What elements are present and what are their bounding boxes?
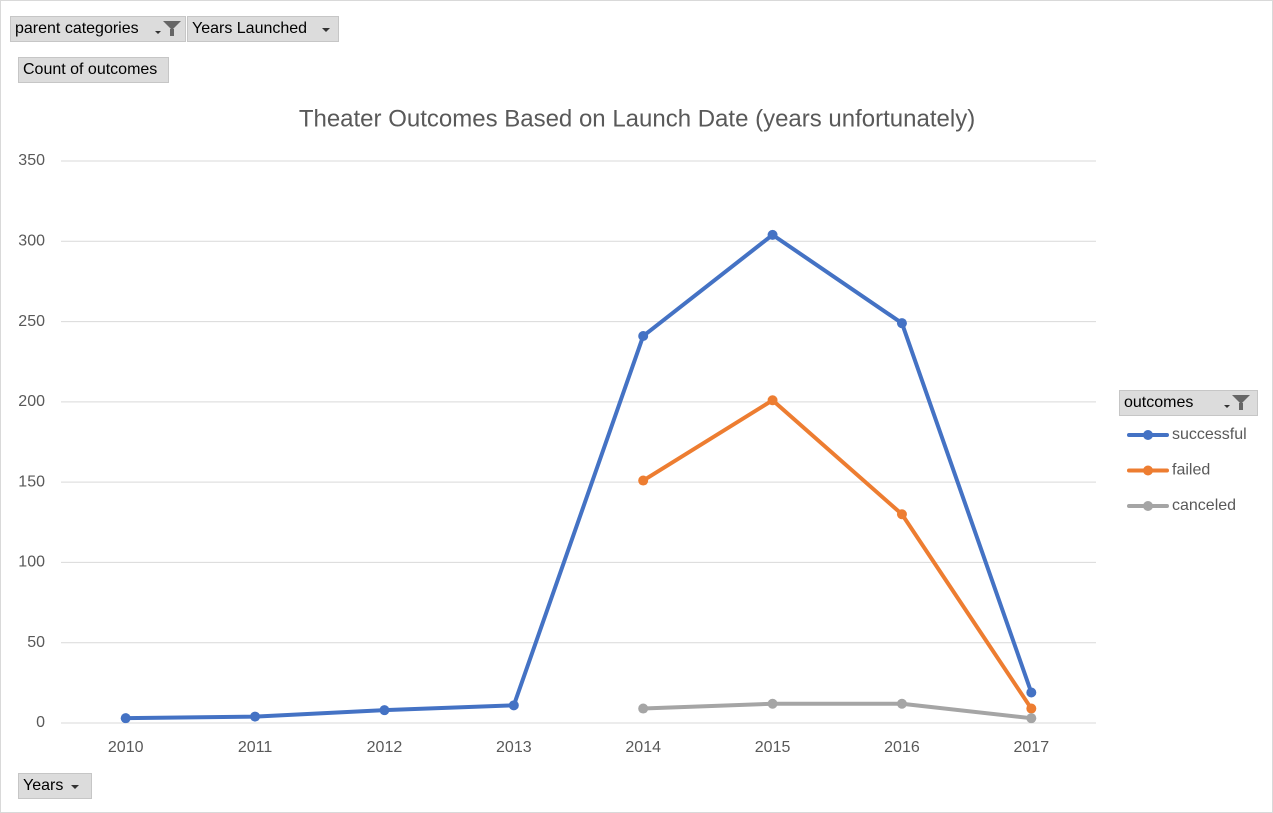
data-point bbox=[767, 229, 778, 240]
x-tick-label: 2017 bbox=[1014, 739, 1050, 756]
series-line bbox=[123, 232, 1034, 721]
data-point bbox=[250, 711, 261, 722]
legend-label: successful bbox=[1172, 426, 1247, 443]
y-tick-label: 200 bbox=[18, 393, 45, 410]
data-point bbox=[638, 475, 649, 486]
data-point bbox=[1026, 687, 1037, 698]
x-tick-label: 2014 bbox=[625, 739, 661, 756]
x-tick-label: 2011 bbox=[238, 739, 273, 756]
legend-label: failed bbox=[1172, 462, 1210, 479]
legend-label: canceled bbox=[1172, 497, 1236, 514]
legend-marker bbox=[1143, 430, 1153, 440]
dropdown-arrow bbox=[322, 28, 330, 32]
y-tick-label: 150 bbox=[18, 473, 45, 490]
x-tick-label: 2012 bbox=[367, 739, 403, 756]
data-point bbox=[379, 705, 390, 716]
legend-marker bbox=[1143, 501, 1153, 511]
filter-icon bbox=[1239, 403, 1243, 410]
values-label: Count of outcomes bbox=[23, 61, 158, 78]
x-tick-label: 2015 bbox=[755, 739, 791, 756]
filter-button[interactable]: parent categories bbox=[10, 16, 186, 42]
y-tick-label: 0 bbox=[36, 714, 45, 731]
data-point bbox=[638, 331, 649, 342]
filter-label: parent categories bbox=[15, 20, 139, 37]
data-point bbox=[1026, 703, 1037, 714]
x-tick-label: 2016 bbox=[884, 739, 920, 756]
data-point bbox=[896, 509, 907, 520]
y-tick-label: 350 bbox=[18, 152, 45, 169]
dropdown-arrow bbox=[71, 785, 79, 789]
data-point bbox=[508, 700, 519, 711]
legend-marker bbox=[1143, 465, 1153, 476]
y-tick-label: 250 bbox=[18, 313, 45, 330]
y-tick-label: 300 bbox=[18, 233, 45, 250]
data-point bbox=[896, 698, 907, 709]
chart-title: Theater Outcomes Based on Launch Date (y… bbox=[299, 105, 975, 132]
values-button[interactable]: Count of outcomes bbox=[18, 57, 169, 83]
filter-button[interactable]: Years Launched bbox=[187, 16, 339, 42]
axis-field-label: Years bbox=[23, 777, 64, 794]
series-line bbox=[641, 701, 1034, 721]
data-point bbox=[120, 713, 131, 724]
axis-field-button[interactable]: Years bbox=[18, 773, 92, 799]
y-tick-label: 100 bbox=[18, 554, 45, 571]
filter-icon bbox=[163, 21, 181, 30]
data-point bbox=[1026, 713, 1037, 724]
data-point bbox=[896, 318, 907, 329]
x-tick-label: 2013 bbox=[496, 739, 532, 756]
filter-icon bbox=[170, 29, 174, 36]
legend-field-button[interactable]: outcomes bbox=[1119, 390, 1258, 416]
legend-field-label: outcomes bbox=[1124, 394, 1194, 411]
series-line bbox=[641, 398, 1034, 711]
data-point bbox=[638, 703, 649, 714]
dropdown-arrow bbox=[155, 31, 161, 34]
filter-label: Years Launched bbox=[192, 20, 308, 37]
filter-icon bbox=[1232, 395, 1250, 404]
dropdown-arrow bbox=[1224, 405, 1230, 408]
x-tick-label: 2010 bbox=[108, 739, 144, 756]
data-point bbox=[767, 698, 778, 709]
data-point bbox=[767, 395, 778, 406]
y-tick-label: 50 bbox=[27, 634, 45, 651]
